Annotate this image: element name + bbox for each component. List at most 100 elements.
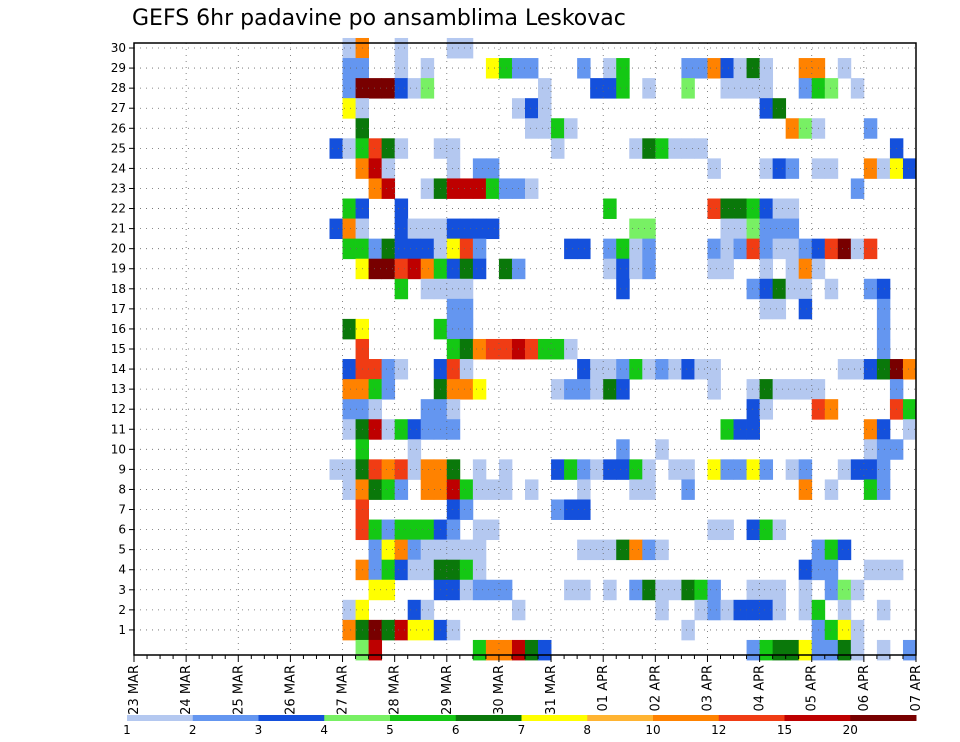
heatmap-cell [538,98,552,119]
heatmap-cell [446,519,461,541]
heatmap-cell [616,459,630,480]
heatmap-cell [498,639,513,661]
heatmap-cell [850,619,865,641]
heatmap-cell [420,599,435,621]
x-date-label: 23 MAR [127,665,142,715]
heatmap-cell [394,138,409,159]
heatmap-cell [368,639,383,661]
heatmap-cell [459,178,474,199]
heatmap-cell [407,218,422,240]
heatmap-cell [876,338,891,360]
heatmap-cell [876,318,891,340]
heatmap-cell [394,198,409,219]
heatmap-cell [459,559,474,581]
heatmap-cell [381,238,396,260]
y-tick-label: 18 [111,282,126,296]
y-tick-label: 8 [118,482,126,496]
heatmap-cell [564,499,578,520]
heatmap-cell [876,559,891,581]
heatmap-cell [681,479,695,500]
heatmap-cell [498,338,513,360]
heatmap-cell [394,278,409,300]
heatmap-cell [850,459,865,480]
heatmap-cell [407,519,422,541]
heatmap-cell [785,258,800,280]
heatmap-cell [863,479,878,500]
heatmap-cell [368,178,383,199]
heatmap-cell [420,519,435,541]
heatmap-cell [746,58,760,79]
heatmap-cell [342,379,356,400]
heatmap-cell [394,459,409,480]
heatmap-cell [759,258,774,280]
heatmap-cell [759,278,774,300]
heatmap-cell [381,359,396,380]
heatmap-cell [785,118,800,139]
heatmap-cell [876,599,891,621]
heatmap-cell [772,379,787,400]
heatmap-cell [407,78,422,99]
x-date-label: 05 APR [805,665,820,711]
heatmap-cell [876,298,891,320]
heatmap-cell [342,98,356,119]
heatmap-cell [368,158,383,179]
heatmap-cell [368,619,383,641]
heatmap-cell [459,579,474,601]
heatmap-cell [381,158,396,179]
y-tick-label: 2 [118,603,126,617]
heatmap-cell [642,459,656,480]
heatmap-cell [603,359,617,380]
heatmap-cell [720,78,734,99]
heatmap-cell [759,98,774,119]
heatmap-cell [707,599,721,621]
heatmap-cell [485,479,500,500]
x-date-label: 24 MAR [179,665,194,715]
heatmap-cell [603,539,617,561]
x-date-label: 03 APR [700,665,715,711]
heatmap-cell [577,579,591,601]
heatmap-cell [381,178,396,199]
heatmap-cell [863,459,878,480]
heatmap-cell [798,298,813,320]
y-tick-label: 6 [118,523,126,537]
heatmap-cell [681,579,695,601]
heatmap-cell [394,619,409,641]
heatmap-cell [902,399,917,420]
legend-level-label: 7 [518,723,526,737]
heatmap-cell [720,419,734,440]
heatmap-cell [407,419,422,440]
heatmap-cell [329,459,343,480]
heatmap-cell [629,258,643,280]
heatmap-cell [368,138,383,159]
heatmap-cell [798,278,813,300]
heatmap-cell [511,639,526,661]
heatmap-cell [785,379,800,400]
heatmap-cell [707,459,721,480]
heatmap-cell [485,579,500,601]
heatmap-cell [368,459,383,480]
heatmap-cell [798,238,813,260]
heatmap-cell [577,499,591,520]
heatmap-cell [525,479,539,500]
heatmap-cell [577,379,591,400]
legend-swatch [127,715,194,721]
x-axis: 23 MAR 24 MAR 25 MAR 26 MAR 27 MAR 28 MAR 29 M… [127,655,924,715]
heatmap-cell [746,459,760,480]
heatmap-cell [876,459,891,480]
heatmap-cell [342,58,356,79]
heatmap-cell [746,639,760,661]
heatmap-cell [785,158,800,179]
chart-title: GEFS 6hr padavine po ansamblima Leskovac [132,6,626,31]
heatmap-cell [485,158,500,179]
heatmap-cell [564,379,578,400]
legend-swatch [324,715,391,721]
y-tick-label: 4 [118,563,126,577]
heatmap-cell [824,579,839,601]
heatmap-cell [837,599,852,621]
heatmap-cell [746,419,760,440]
heatmap-cell [485,218,500,240]
heatmap-cell [420,459,435,480]
heatmap-cell [798,258,813,280]
legend-swatch [521,715,588,721]
heatmap-cell [759,639,774,661]
